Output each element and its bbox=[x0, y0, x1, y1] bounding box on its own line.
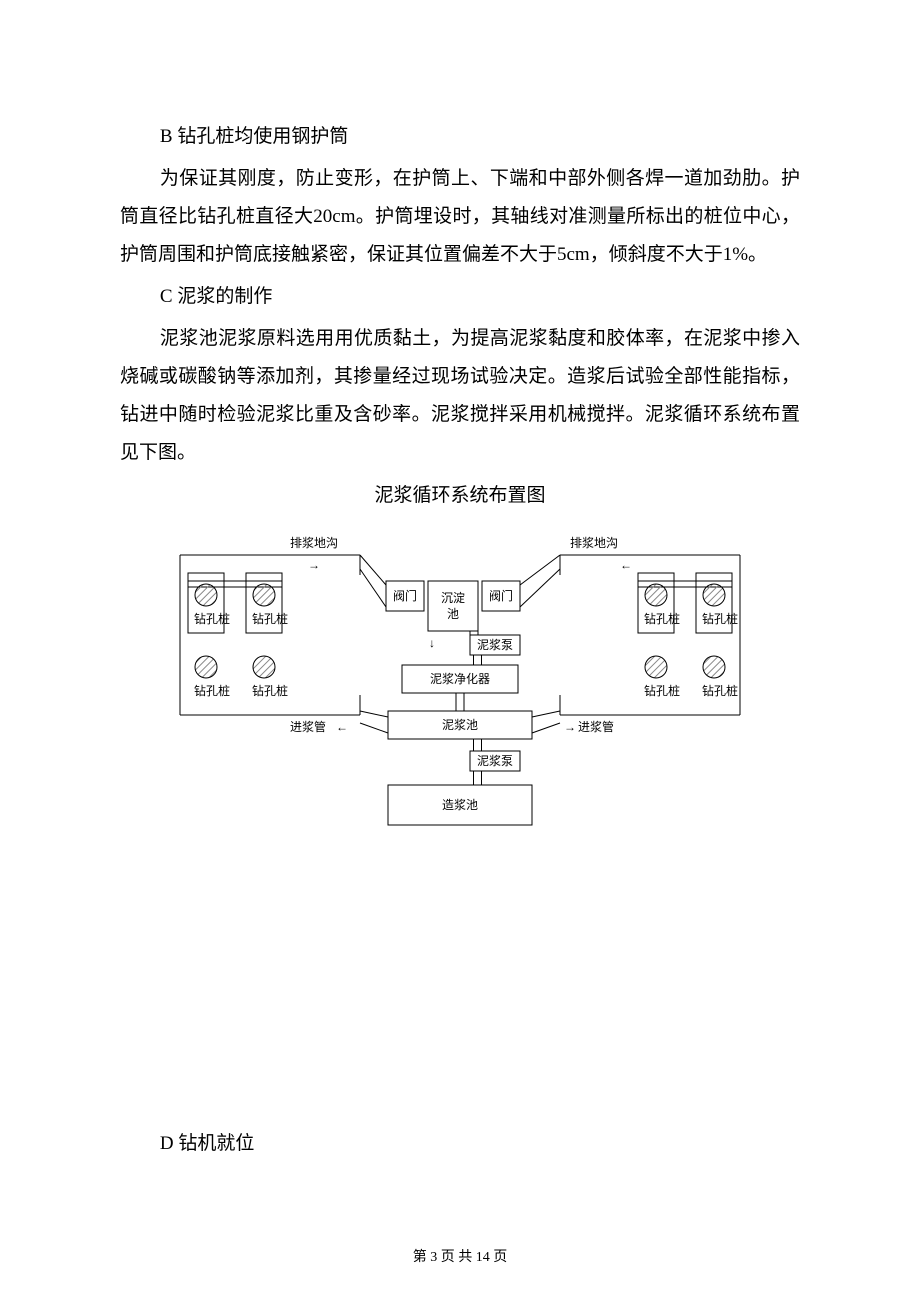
diagram-container: 钻孔桩钻孔桩钻孔桩钻孔桩排浆地沟→进浆管←钻孔桩钻孔桩钻孔桩钻孔桩排浆地沟←进浆… bbox=[120, 525, 800, 865]
svg-text:阀门: 阀门 bbox=[489, 588, 513, 603]
svg-text:→: → bbox=[564, 720, 576, 734]
section-b-heading: B 钻孔桩均使用钢护筒 bbox=[120, 118, 800, 156]
svg-text:←: ← bbox=[336, 720, 348, 734]
svg-text:钻孔桩: 钻孔桩 bbox=[644, 683, 680, 698]
document-page: B 钻孔桩均使用钢护筒 为保证其刚度，防止变形，在护筒上、下端和中部外侧各焊一道… bbox=[0, 0, 920, 1302]
svg-text:←: ← bbox=[620, 558, 632, 572]
section-c-heading: C 泥浆的制作 bbox=[120, 278, 800, 316]
section-b-body: 为保证其刚度，防止变形，在护筒上、下端和中部外侧各焊一道加劲肋。护筒直径比钻孔桩… bbox=[120, 160, 800, 274]
svg-text:泥浆泵: 泥浆泵 bbox=[477, 753, 513, 768]
svg-text:阀门: 阀门 bbox=[393, 588, 417, 603]
svg-text:→: → bbox=[308, 558, 320, 572]
svg-text:钻孔桩: 钻孔桩 bbox=[702, 683, 738, 698]
svg-text:排浆地沟: 排浆地沟 bbox=[290, 535, 338, 550]
svg-text:钻孔桩: 钻孔桩 bbox=[644, 611, 680, 626]
diagram-title: 泥浆循环系统布置图 bbox=[120, 480, 800, 507]
svg-text:↓: ↓ bbox=[429, 636, 435, 650]
section-d-heading: D 钻机就位 bbox=[120, 1125, 800, 1163]
svg-text:泥浆净化器: 泥浆净化器 bbox=[430, 671, 490, 686]
section-c-body: 泥浆池泥浆原料选用用优质黏土，为提高泥浆黏度和胶体率，在泥浆中掺入烧碱或碳酸钠等… bbox=[120, 320, 800, 472]
mud-circulation-diagram: 钻孔桩钻孔桩钻孔桩钻孔桩排浆地沟→进浆管←钻孔桩钻孔桩钻孔桩钻孔桩排浆地沟←进浆… bbox=[170, 525, 750, 865]
svg-text:排浆地沟: 排浆地沟 bbox=[570, 535, 618, 550]
svg-text:钻孔桩: 钻孔桩 bbox=[194, 683, 230, 698]
page-number: 第 3 页 共 14 页 bbox=[0, 1246, 920, 1266]
svg-text:钻孔桩: 钻孔桩 bbox=[702, 611, 738, 626]
svg-text:进浆管: 进浆管 bbox=[290, 719, 326, 734]
svg-text:泥浆池: 泥浆池 bbox=[442, 717, 478, 732]
svg-text:钻孔桩: 钻孔桩 bbox=[252, 683, 288, 698]
svg-text:进浆管: 进浆管 bbox=[578, 719, 614, 734]
svg-text:沉淀: 沉淀 bbox=[441, 591, 465, 605]
svg-text:泥浆泵: 泥浆泵 bbox=[477, 637, 513, 652]
svg-text:钻孔桩: 钻孔桩 bbox=[252, 611, 288, 626]
svg-text:造浆池: 造浆池 bbox=[442, 797, 478, 812]
svg-text:池: 池 bbox=[447, 607, 459, 621]
svg-text:钻孔桩: 钻孔桩 bbox=[194, 611, 230, 626]
